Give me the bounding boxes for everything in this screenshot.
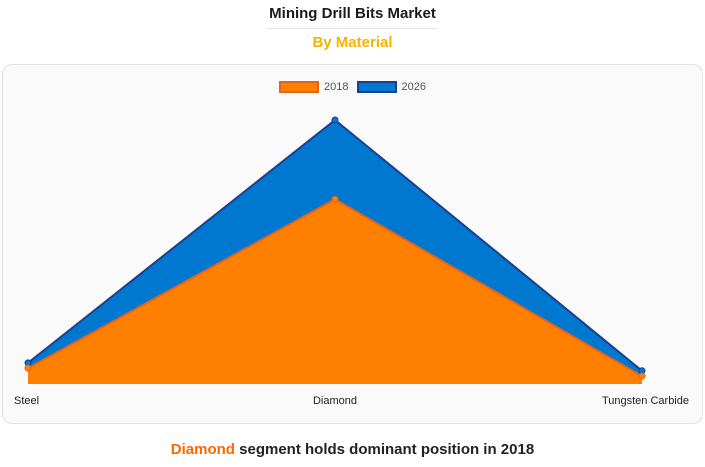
- chart-subtitle: By Material: [312, 34, 393, 51]
- caption-text: segment holds dominant position in 2018: [239, 441, 535, 458]
- x-tick-label-diamond: Diamond: [313, 395, 357, 407]
- x-tick-label-steel: Steel: [14, 395, 39, 407]
- legend-item-2026[interactable]: 2026: [356, 81, 426, 93]
- point-2018-diamond: [331, 195, 339, 203]
- point-2026-diamond: [331, 116, 339, 124]
- chart-caption: Diamond segment holds dominant position …: [0, 441, 705, 458]
- chart-title: Mining Drill Bits Market: [269, 5, 436, 22]
- legend-swatch-2018: [279, 81, 320, 93]
- legend-item-2018[interactable]: 2018: [279, 81, 349, 93]
- legend-label-2018: 2018: [324, 81, 349, 93]
- legend-label-2026: 2026: [401, 81, 426, 93]
- point-2018-tungsten-carbide: [638, 372, 646, 380]
- title-divider: [266, 28, 438, 29]
- x-tick-label-tungsten-carbide: Tungsten Carbide: [602, 395, 689, 407]
- caption-highlight: Diamond: [170, 441, 235, 458]
- point-2018-steel: [24, 364, 32, 372]
- area-2018: [28, 199, 642, 384]
- legend-swatch-2026: [356, 81, 397, 93]
- chart-legend: 2018 2026: [0, 81, 705, 93]
